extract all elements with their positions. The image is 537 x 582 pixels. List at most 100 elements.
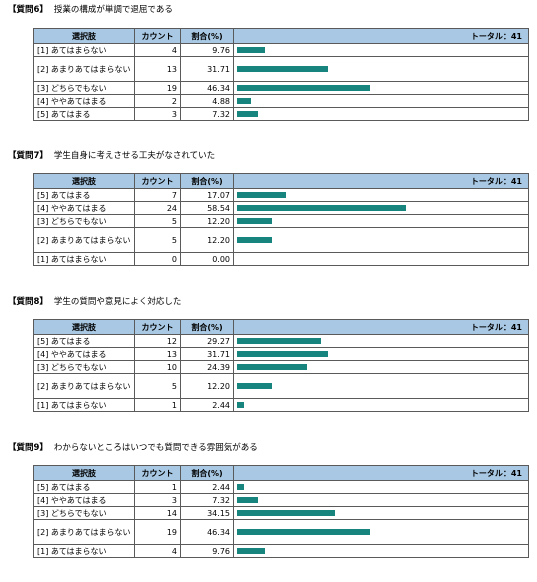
percent-bar — [237, 364, 308, 370]
count-value: 24 — [134, 201, 181, 215]
count-value: 19 — [134, 81, 181, 95]
percent-bar — [237, 510, 336, 516]
percent-bar — [237, 402, 245, 408]
header-total: トータル：41 — [233, 173, 529, 189]
table-row: [1] あてはまらない 0 0.00 — [33, 252, 529, 266]
percent-bar — [237, 205, 406, 211]
bar-cell — [233, 347, 529, 361]
header-count: カウント — [134, 319, 181, 335]
option-label: [2] あまりあてはまらない — [33, 519, 135, 545]
count-value: 13 — [134, 56, 181, 82]
option-label: [5] あてはまる — [33, 188, 135, 202]
header-percent: 割合(%) — [180, 173, 234, 189]
option-label: [2] あまりあてはまらない — [33, 56, 135, 82]
question-text: わからないところはいつでも質問できる雰囲気がある — [53, 443, 258, 453]
bar-cell — [233, 201, 529, 215]
header-count: カウント — [134, 465, 181, 481]
table-row: [5] あてはまる 1 2.44 — [33, 480, 529, 494]
count-value: 0 — [134, 252, 181, 266]
percent-bar — [237, 98, 252, 104]
percent-value: 46.34 — [180, 519, 234, 545]
bar-cell — [233, 373, 529, 399]
table-header-row: 選択肢 カウント 割合(%) トータル：41 — [33, 319, 529, 335]
count-value: 3 — [134, 107, 181, 121]
question-title: 【質問8】 学生の質問や意見によく対応した — [8, 295, 181, 307]
percent-value: 58.54 — [180, 201, 234, 215]
table-row: [5] あてはまる 7 17.07 — [33, 188, 529, 202]
header-total: トータル：41 — [233, 319, 529, 335]
bar-cell — [233, 506, 529, 520]
question-text: 授業の構成が単調で退屈である — [53, 5, 173, 15]
option-label: [3] どちらでもない — [33, 506, 135, 520]
table-row: [1] あてはまらない 4 9.76 — [33, 544, 529, 558]
count-value: 5 — [134, 214, 181, 228]
bar-cell — [233, 188, 529, 202]
percent-bar — [237, 351, 329, 357]
table-row: [4] ややあてはまる 2 4.88 — [33, 94, 529, 108]
percent-value: 34.15 — [180, 506, 234, 520]
percent-value: 12.20 — [180, 214, 234, 228]
option-label: [4] ややあてはまる — [33, 347, 135, 361]
table-header-row: 選択肢 カウント 割合(%) トータル：41 — [33, 465, 529, 481]
option-label: [1] あてはまらない — [33, 398, 135, 412]
option-label: [4] ややあてはまる — [33, 94, 135, 108]
option-label: [4] ややあてはまる — [33, 201, 135, 215]
header-percent: 割合(%) — [180, 465, 234, 481]
bar-cell — [233, 360, 529, 374]
option-label: [5] あてはまる — [33, 480, 135, 494]
header-count: カウント — [134, 173, 181, 189]
count-value: 7 — [134, 188, 181, 202]
percent-bar — [237, 548, 266, 554]
table-row: [4] ややあてはまる 24 58.54 — [33, 201, 529, 215]
percent-value: 24.39 — [180, 360, 234, 374]
count-value: 1 — [134, 398, 181, 412]
bar-cell — [233, 214, 529, 228]
header-option: 選択肢 — [33, 28, 135, 44]
count-value: 4 — [134, 43, 181, 57]
table-row: [1] あてはまらない 4 9.76 — [33, 43, 529, 57]
results-table: 選択肢 カウント 割合(%) トータル：41 [5] あてはまる 12 29.27 [4] や… — [33, 319, 529, 412]
header-total: トータル：41 — [233, 465, 529, 481]
percent-bar — [237, 192, 287, 198]
option-label: [5] あてはまる — [33, 107, 135, 121]
table-row: [2] あまりあてはまらない 13 31.71 — [33, 56, 529, 82]
percent-bar — [237, 111, 259, 117]
question-title: 【質問7】 学生自身に考えさせる工夫がなされていた — [8, 149, 215, 161]
question-text: 学生の質問や意見によく対応した — [53, 297, 182, 307]
bar-cell — [233, 107, 529, 121]
percent-value: 46.34 — [180, 81, 234, 95]
table-row: [2] あまりあてはまらない 5 12.20 — [33, 227, 529, 253]
percent-bar — [237, 85, 371, 91]
percent-value: 2.44 — [180, 480, 234, 494]
question-text: 学生自身に考えさせる工夫がなされていた — [53, 151, 216, 161]
question-number: 【質問9】 — [8, 443, 48, 453]
option-label: [3] どちらでもない — [33, 214, 135, 228]
percent-bar — [237, 218, 273, 224]
percent-bar — [237, 47, 266, 53]
table-row: [1] あてはまらない 1 2.44 — [33, 398, 529, 412]
results-table: 選択肢 カウント 割合(%) トータル：41 [1] あてはまらない 4 9.76 [2] あ… — [33, 28, 529, 121]
count-value: 5 — [134, 373, 181, 399]
bar-cell — [233, 519, 529, 545]
header-option: 選択肢 — [33, 173, 135, 189]
percent-bar — [237, 484, 245, 490]
question-title: 【質問9】 わからないところはいつでも質問できる雰囲気がある — [8, 441, 258, 453]
question-number: 【質問8】 — [8, 297, 48, 307]
table-row: [4] ややあてはまる 13 31.71 — [33, 347, 529, 361]
question-number: 【質問6】 — [8, 5, 48, 15]
percent-bar — [237, 66, 329, 72]
option-label: [1] あてはまらない — [33, 43, 135, 57]
header-percent: 割合(%) — [180, 28, 234, 44]
count-value: 13 — [134, 347, 181, 361]
percent-bar — [237, 338, 322, 344]
count-value: 10 — [134, 360, 181, 374]
question-number: 【質問7】 — [8, 151, 48, 161]
results-table: 選択肢 カウント 割合(%) トータル：41 [5] あてはまる 7 17.07 [4] やや… — [33, 173, 529, 266]
table-row: [4] ややあてはまる 3 7.32 — [33, 493, 529, 507]
table-row: [3] どちらでもない 19 46.34 — [33, 81, 529, 95]
percent-bar — [237, 383, 273, 389]
bar-cell — [233, 493, 529, 507]
count-value: 12 — [134, 334, 181, 348]
option-label: [4] ややあてはまる — [33, 493, 135, 507]
bar-cell — [233, 252, 529, 266]
